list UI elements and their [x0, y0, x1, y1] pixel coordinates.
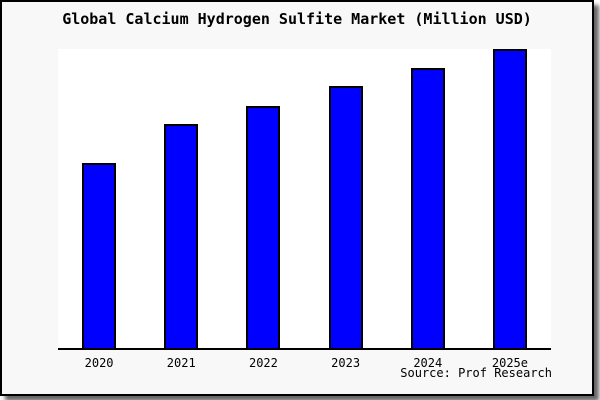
x-tick-label-2025e: 2025e: [491, 356, 528, 370]
x-axis-labels: 2020 2021 2022 2023 2024 2025e: [58, 356, 551, 370]
x-tick-label-2021: 2021: [166, 356, 196, 370]
bar-2023: [328, 86, 363, 348]
bar-slot-2024: [387, 49, 469, 348]
bar-slot-2023: [305, 49, 387, 348]
plot-area: [58, 49, 551, 350]
bar-2020: [82, 163, 117, 348]
bar-slot-2021: [140, 49, 222, 348]
bar-slot-2020: [58, 49, 140, 348]
x-tick-label-2024: 2024: [413, 356, 443, 370]
x-tick-label-2022: 2022: [248, 356, 278, 370]
bar-2024: [410, 68, 445, 348]
bar-slot-2025e: [469, 49, 551, 348]
bars-container: [58, 49, 551, 348]
x-tick-label-2020: 2020: [84, 356, 114, 370]
bar-2025e: [492, 49, 527, 348]
bar-2021: [164, 124, 199, 348]
bar-slot-2022: [222, 49, 304, 348]
chart-title: Global Calcium Hydrogen Sulfite Market (…: [62, 10, 532, 28]
source-credit: Source: Prof Research: [400, 366, 552, 380]
x-tick-label-2023: 2023: [331, 356, 361, 370]
bar-2022: [246, 106, 281, 348]
